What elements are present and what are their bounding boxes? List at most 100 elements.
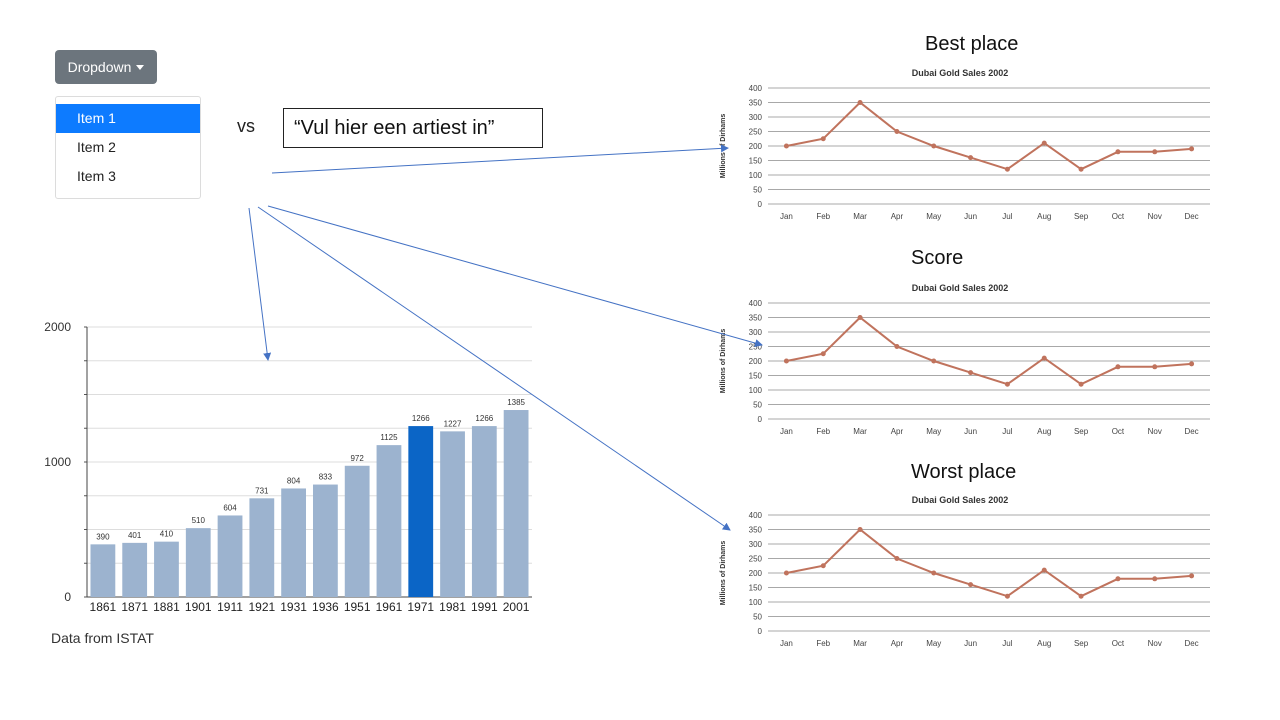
y-tick-label: 50 — [753, 186, 762, 195]
dropdown-button[interactable]: Dropdown — [55, 50, 157, 84]
y-tick-label: 0 — [758, 627, 763, 636]
bar — [217, 515, 243, 597]
y-tick-label: 200 — [749, 569, 763, 578]
x-tick-label: May — [926, 212, 941, 221]
data-point — [931, 143, 937, 149]
x-tick-label: 1951 — [344, 600, 371, 614]
y-tick-label: 400 — [749, 84, 763, 93]
bar-data-label: 510 — [192, 516, 206, 525]
bar — [503, 410, 529, 597]
x-tick-label: 2001 — [503, 600, 530, 614]
x-tick-label: Jan — [780, 212, 793, 221]
data-point — [894, 556, 900, 561]
bar-data-label: 1266 — [475, 414, 493, 423]
y-tick-label: 100 — [749, 171, 763, 180]
data-point — [1152, 149, 1158, 155]
y-axis-label: Millions of Dirhams — [720, 114, 727, 179]
y-tick-label: 0 — [64, 590, 71, 604]
y-tick-label: 400 — [749, 299, 763, 308]
y-tick-label: 50 — [753, 401, 762, 410]
bar — [471, 426, 497, 597]
artist-input[interactable] — [283, 108, 543, 148]
x-tick-label: 1871 — [121, 600, 148, 614]
y-axis-label: Millions of Dirhams — [720, 541, 727, 606]
chart-title: Dubai Gold Sales 2002 — [912, 495, 1009, 505]
x-tick-label: Aug — [1037, 427, 1051, 436]
y-tick-label: 2000 — [44, 320, 71, 334]
x-tick-label: May — [926, 427, 941, 436]
x-tick-label: Jan — [780, 639, 793, 648]
bar-data-label: 731 — [255, 486, 269, 495]
y-tick-label: 50 — [753, 613, 762, 622]
data-point — [1078, 593, 1084, 599]
series-line — [786, 316, 1192, 386]
x-tick-label: Mar — [853, 212, 867, 221]
y-tick-label: 350 — [749, 314, 763, 323]
x-tick-label: 1971 — [407, 600, 434, 614]
bar — [185, 528, 211, 597]
dropdown-item-1[interactable]: Item 1 — [56, 104, 200, 133]
x-tick-label: Jun — [964, 212, 977, 221]
data-point — [1041, 140, 1047, 146]
caret-down-icon — [136, 65, 145, 70]
y-tick-label: 200 — [749, 142, 763, 151]
y-tick-label: 0 — [758, 200, 763, 209]
x-tick-label: Apr — [891, 427, 904, 436]
y-tick-label: 250 — [749, 128, 763, 137]
bar-data-label: 972 — [350, 454, 364, 463]
data-point — [894, 344, 900, 349]
bar — [344, 465, 370, 597]
data-point — [1152, 576, 1158, 582]
data-point — [931, 358, 937, 364]
data-point — [783, 143, 789, 149]
x-tick-label: Jul — [1002, 427, 1012, 436]
x-tick-label: May — [926, 639, 941, 648]
data-point — [783, 570, 789, 576]
x-tick-label: 1961 — [376, 600, 403, 614]
data-source-label: Data from ISTAT — [51, 630, 154, 646]
dropdown-item-3[interactable]: Item 3 — [77, 168, 116, 184]
x-tick-label: 1911 — [217, 600, 243, 614]
population-bar-chart: 0 1000 2000 390 1861 401 1871 410 1881 510 1901 604… — [44, 320, 532, 614]
y-tick-label: 300 — [749, 113, 763, 122]
best-place-title: Best place — [925, 33, 1019, 55]
data-point — [1189, 361, 1195, 367]
x-tick-label: Feb — [816, 639, 830, 648]
y-tick-label: 1000 — [44, 455, 71, 469]
bar — [154, 541, 179, 597]
worst-place-line-chart: Dubai Gold Sales 2002 Millions of Dirhams… — [720, 495, 1210, 648]
bar — [440, 431, 465, 597]
chart-title: Dubai Gold Sales 2002 — [912, 68, 1009, 78]
bar — [90, 544, 116, 597]
y-tick-label: 150 — [749, 584, 763, 593]
x-tick-label: 1931 — [280, 600, 307, 614]
x-tick-label: Jul — [1002, 639, 1012, 648]
y-tick-label: 350 — [749, 99, 763, 108]
x-tick-label: Nov — [1148, 212, 1162, 221]
x-tick-label: 1901 — [185, 600, 212, 614]
y-tick-label: 300 — [749, 540, 763, 549]
data-point — [1004, 381, 1010, 387]
x-tick-label: 1981 — [439, 600, 466, 614]
x-tick-label: Sep — [1074, 427, 1089, 436]
y-tick-label: 250 — [749, 343, 763, 352]
x-tick-label: Mar — [853, 427, 867, 436]
x-tick-label: 1881 — [153, 600, 180, 614]
data-point — [968, 582, 974, 588]
x-tick-label: Dec — [1184, 639, 1198, 648]
dropdown-label: Dropdown — [67, 59, 132, 75]
x-tick-label: Jun — [964, 639, 977, 648]
data-point — [1189, 146, 1195, 152]
x-tick-label: Dec — [1184, 212, 1198, 221]
bar-data-label: 401 — [128, 531, 142, 540]
data-point — [820, 351, 826, 357]
data-point — [894, 129, 900, 134]
data-point — [1078, 381, 1084, 387]
x-tick-label: Nov — [1148, 639, 1162, 648]
bar-data-label: 410 — [160, 530, 174, 539]
dropdown-item-2[interactable]: Item 2 — [77, 139, 116, 155]
data-point — [1152, 364, 1158, 370]
bar-data-label: 833 — [319, 473, 333, 482]
chart-title: Dubai Gold Sales 2002 — [912, 283, 1009, 293]
x-tick-label: 1921 — [248, 600, 275, 614]
